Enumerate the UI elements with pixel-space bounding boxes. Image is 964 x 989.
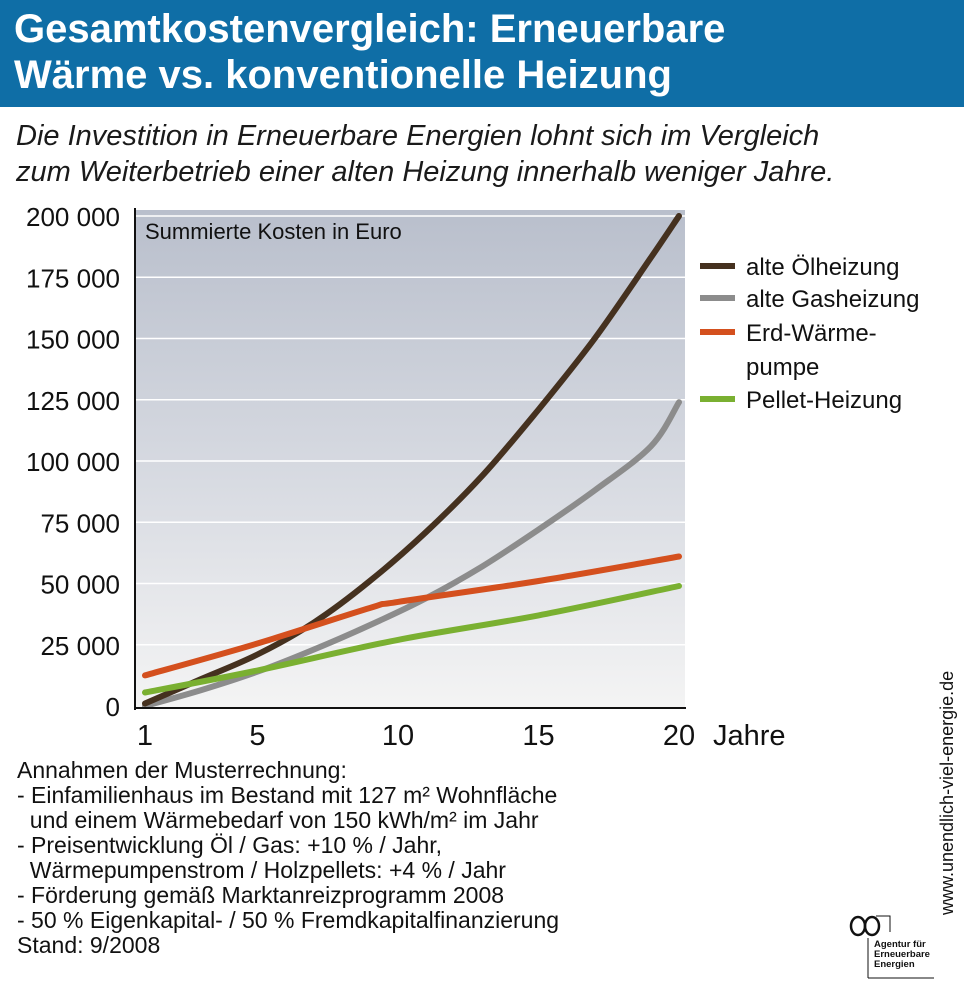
legend-label: pumpe [746, 354, 819, 381]
plot-area [135, 210, 685, 708]
series-line [142, 553, 682, 679]
logo-line: Energien [874, 959, 915, 970]
plot-title: Summierte Kosten in Euro [145, 219, 402, 244]
notes-line: - Preisentwicklung Öl / Gas: +10 % / Jah… [17, 832, 443, 858]
notes-line: und einem Wärmebedarf von 150 kWh/m² im … [17, 807, 539, 833]
title-line-1: Gesamtkostenvergleich: Erneuerbare [14, 7, 726, 51]
cost-chart: Summierte Kosten in Euro 0 25 000 50 000 75… [26, 202, 919, 752]
y-tick-labels: 0 25 000 50 000 75 000 100 000 125 000 150 000… [26, 202, 120, 722]
subtitle: Die Investition in Erneuerbare Energien … [16, 118, 946, 190]
series-line [142, 213, 682, 707]
infinity-logo-icon [849, 915, 934, 979]
source-url: www.unendlich-viel-energie.de [937, 670, 957, 915]
subtitle-line-2: zum Weiterbetrieb einer alten Heizung in… [16, 156, 835, 188]
y-tick-label: 175 000 [26, 263, 120, 293]
x-tick-labels: 1 5 10 15 20 [137, 720, 695, 752]
legend-label: Erd-Wärme- [746, 320, 877, 347]
y-tick-label: 150 000 [26, 325, 120, 355]
assumptions-notes: Annahmen der Musterrechnung: - Einfamili… [17, 758, 737, 958]
x-tick-label: 1 [137, 720, 153, 752]
notes-line: - Einfamilienhaus im Bestand mit 127 m² … [17, 782, 558, 808]
x-tick-label: 20 [663, 720, 695, 752]
grid-lines [135, 215, 685, 646]
x-axis-label: Jahre [713, 720, 786, 752]
x-tick-label: 10 [382, 720, 414, 752]
notes-line: Wärmepumpenstrom / Holzpellets: +4 % / J… [17, 857, 506, 883]
legend-label: Pellet-Heizung [746, 387, 902, 414]
notes-line: Stand: 9/2008 [17, 932, 161, 958]
logo-text: Agentur für Erneuerbare Energien [874, 940, 930, 970]
y-tick-label: 25 000 [40, 631, 120, 661]
header-banner: Gesamtkostenvergleich: Erneuerbare Wärme… [0, 0, 964, 107]
agency-logo: Agentur für Erneuerbare Energien [846, 910, 936, 980]
title-line-2: Wärme vs. konventionelle Heizung [14, 53, 672, 97]
logo-line: Agentur für [874, 939, 926, 950]
series-layer [142, 213, 682, 709]
y-tick-label: 0 [106, 692, 120, 722]
page-title: Gesamtkostenvergleich: Erneuerbare Wärme… [14, 6, 954, 98]
y-tick-label: 100 000 [26, 447, 120, 477]
notes-line: - Förderung gemäß Marktanreizprogramm 20… [17, 882, 505, 908]
legend: alte Ölheizung alte Gasheizung Erd-Wärme-p… [700, 254, 919, 414]
y-tick-label: 200 000 [26, 202, 120, 232]
notes-line: - 50 % Eigenkapital- / 50 % Fremdkapital… [17, 907, 560, 933]
x-tick-label: 15 [522, 720, 554, 752]
series-line [142, 583, 682, 696]
logo-line: Erneuerbare [874, 949, 930, 960]
y-tick-label: 125 000 [26, 386, 120, 416]
y-tick-label: 75 000 [40, 508, 120, 538]
x-tick-label: 5 [249, 720, 265, 752]
subtitle-line-1: Die Investition in Erneuerbare Energien … [16, 120, 820, 152]
y-tick-label: 50 000 [40, 570, 120, 600]
legend-label: alte Ölheizung [746, 254, 899, 281]
notes-line: Annahmen der Musterrechnung: [17, 757, 347, 783]
legend-label: alte Gasheizung [746, 286, 919, 313]
